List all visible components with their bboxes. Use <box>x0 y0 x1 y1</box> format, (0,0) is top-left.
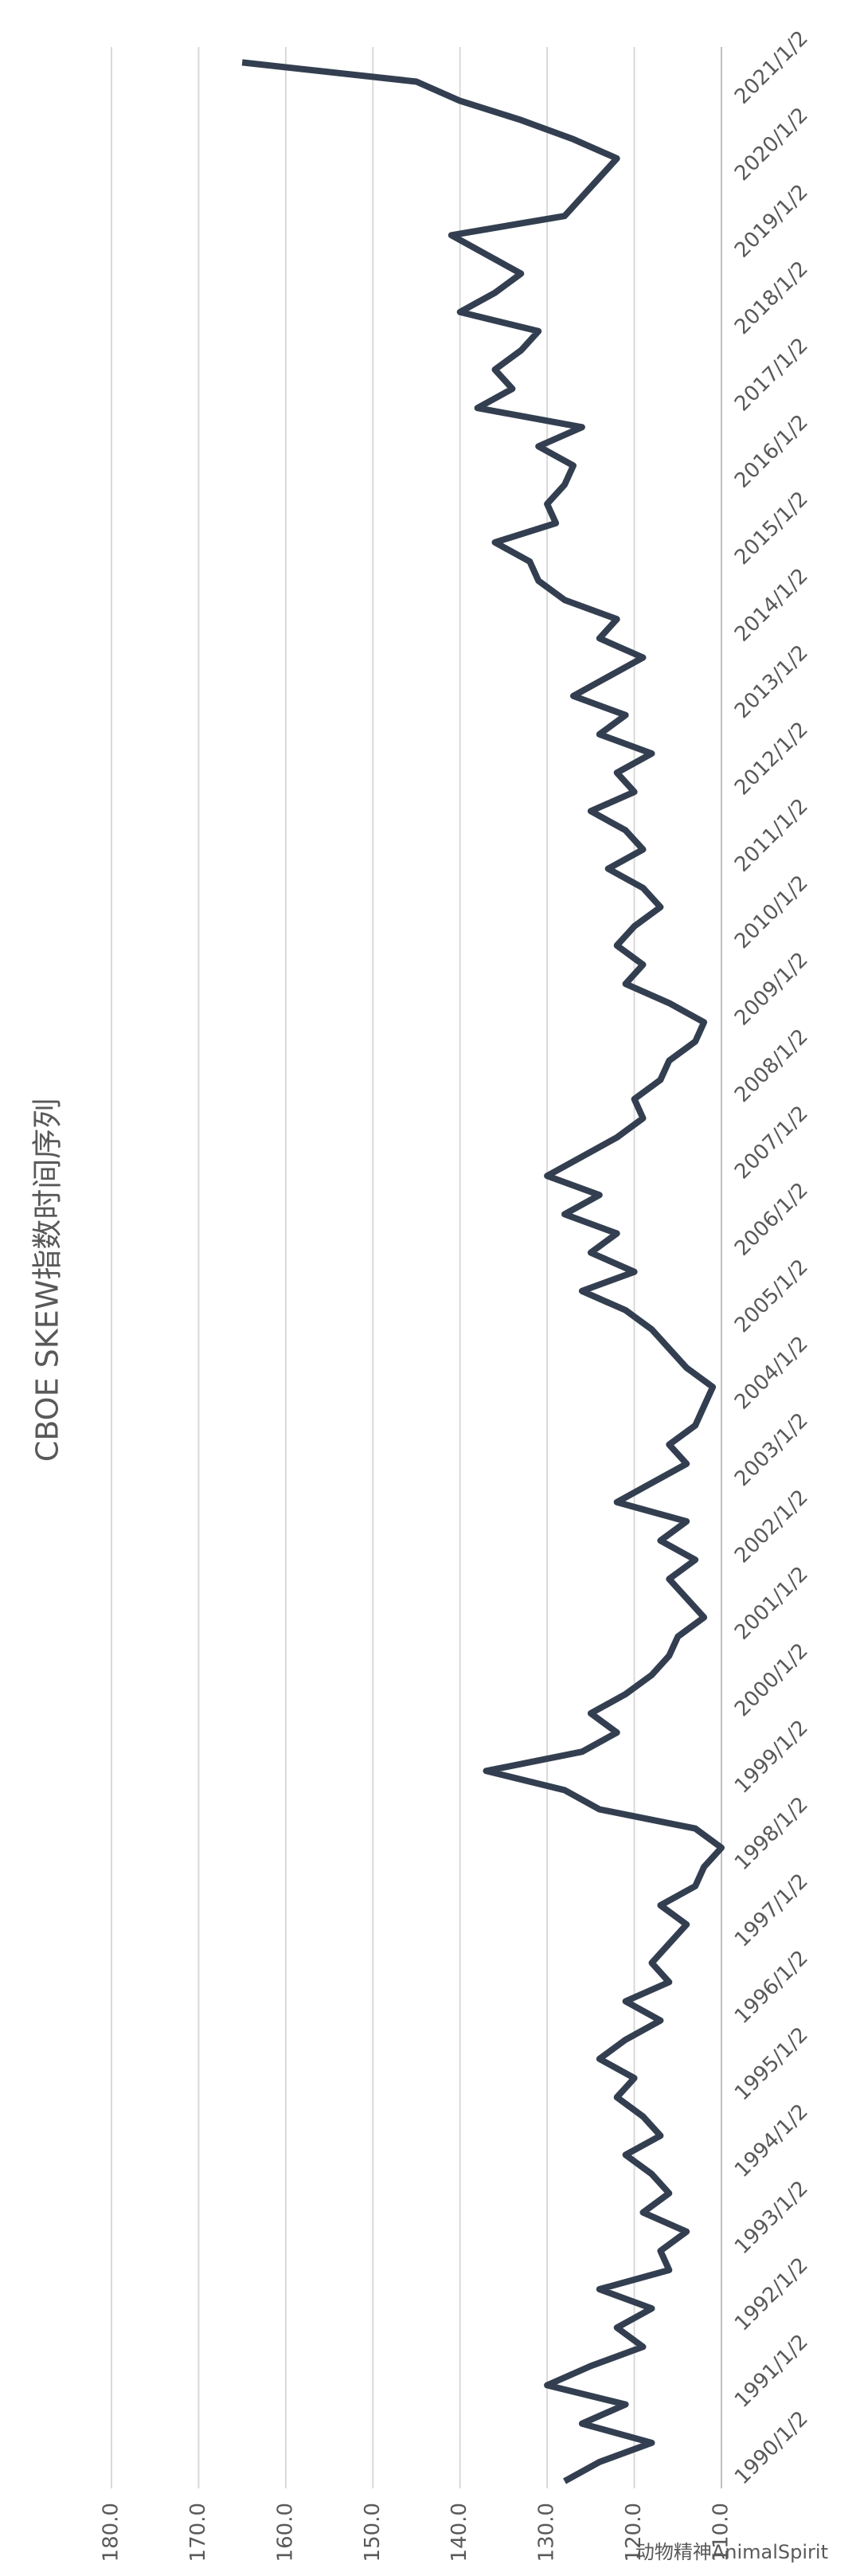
y-tick-label: 140.0 <box>448 2503 471 2562</box>
y-tick-label: 170.0 <box>186 2503 210 2562</box>
y-tick-label: 150.0 <box>361 2503 385 2562</box>
data-line <box>241 59 725 2484</box>
y-tick-label: 160.0 <box>273 2503 297 2562</box>
y-tick-label: 120.0 <box>622 2503 646 2562</box>
chart-title: CBOE SKEW指数时间序列 <box>30 1098 65 1462</box>
y-tick-label: 110.0 <box>710 2503 733 2562</box>
y-tick-label: 130.0 <box>535 2503 559 2562</box>
watermark: 动物精神AnimalSpirit <box>635 2541 828 2563</box>
y-tick-label: 180.0 <box>100 2503 123 2562</box>
